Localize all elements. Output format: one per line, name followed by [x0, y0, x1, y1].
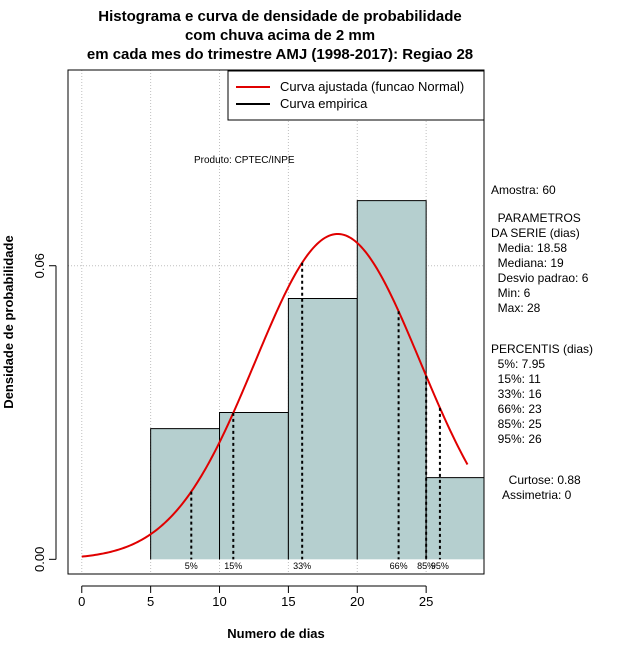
x-tick-label: 5 — [147, 594, 154, 609]
histogram-bar-2 — [219, 412, 289, 560]
percentile-label-66: 66% — [390, 561, 408, 571]
legend-box — [227, 70, 485, 121]
percentile-label-5: 5% — [185, 561, 198, 571]
plot-frame — [67, 69, 485, 575]
product-annotation: Produto: CPTEC/INPE — [194, 155, 295, 166]
shape-stats-text: Curtose: 0.88 Assimetria: 0 — [502, 473, 581, 502]
percentile-label-85: 85% — [417, 561, 435, 571]
normal-fit-curve — [81, 232, 469, 558]
legend-label-fit: Curva ajustada (funcao Normal) — [280, 79, 464, 94]
series-parameters-text: PARAMETROS DA SERIE (dias) Media: 18.58 … — [491, 211, 589, 315]
y-tick-label: 0.06 — [32, 253, 47, 278]
x-tick-label: 0 — [78, 594, 85, 609]
sample-size-text: Amostra: 60 — [491, 183, 556, 197]
histogram-bar-outline-4 — [356, 200, 427, 560]
percentile-label-33: 33% — [293, 561, 311, 571]
percentile-label-15: 15% — [224, 561, 242, 571]
histogram-bar-5 — [426, 477, 484, 560]
chart-title-line-3: em cada mes do trimestre AMJ (1998-2017)… — [86, 46, 474, 63]
x-tick-label: 15 — [281, 594, 295, 609]
legend: Curva ajustada (funcao Normal) Curva emp… — [227, 70, 485, 121]
histogram-bar-4 — [357, 200, 427, 560]
x-tick-label: 20 — [350, 594, 364, 609]
y-axis-label: Densidade de probabilidade — [1, 235, 16, 408]
histogram-bar-1 — [150, 428, 220, 560]
percentile-label-95: 95% — [431, 561, 449, 571]
legend-label-empirical: Curva empirica — [280, 96, 368, 111]
histogram-bar-3 — [288, 298, 358, 560]
y-tick-label: 0.00 — [32, 547, 47, 572]
chart-title-line-1: Histograma e curva de densidade de proba… — [98, 8, 462, 25]
percentiles-text: PERCENTIS (dias) 5%: 7.95 15%: 11 33%: 1… — [491, 342, 594, 446]
x-tick-label: 25 — [419, 594, 433, 609]
x-tick-label: 10 — [212, 594, 226, 609]
chart-title-line-2: com chuva acima de 2 mm — [184, 27, 376, 44]
x-axis-label: Numero de dias — [227, 626, 325, 641]
